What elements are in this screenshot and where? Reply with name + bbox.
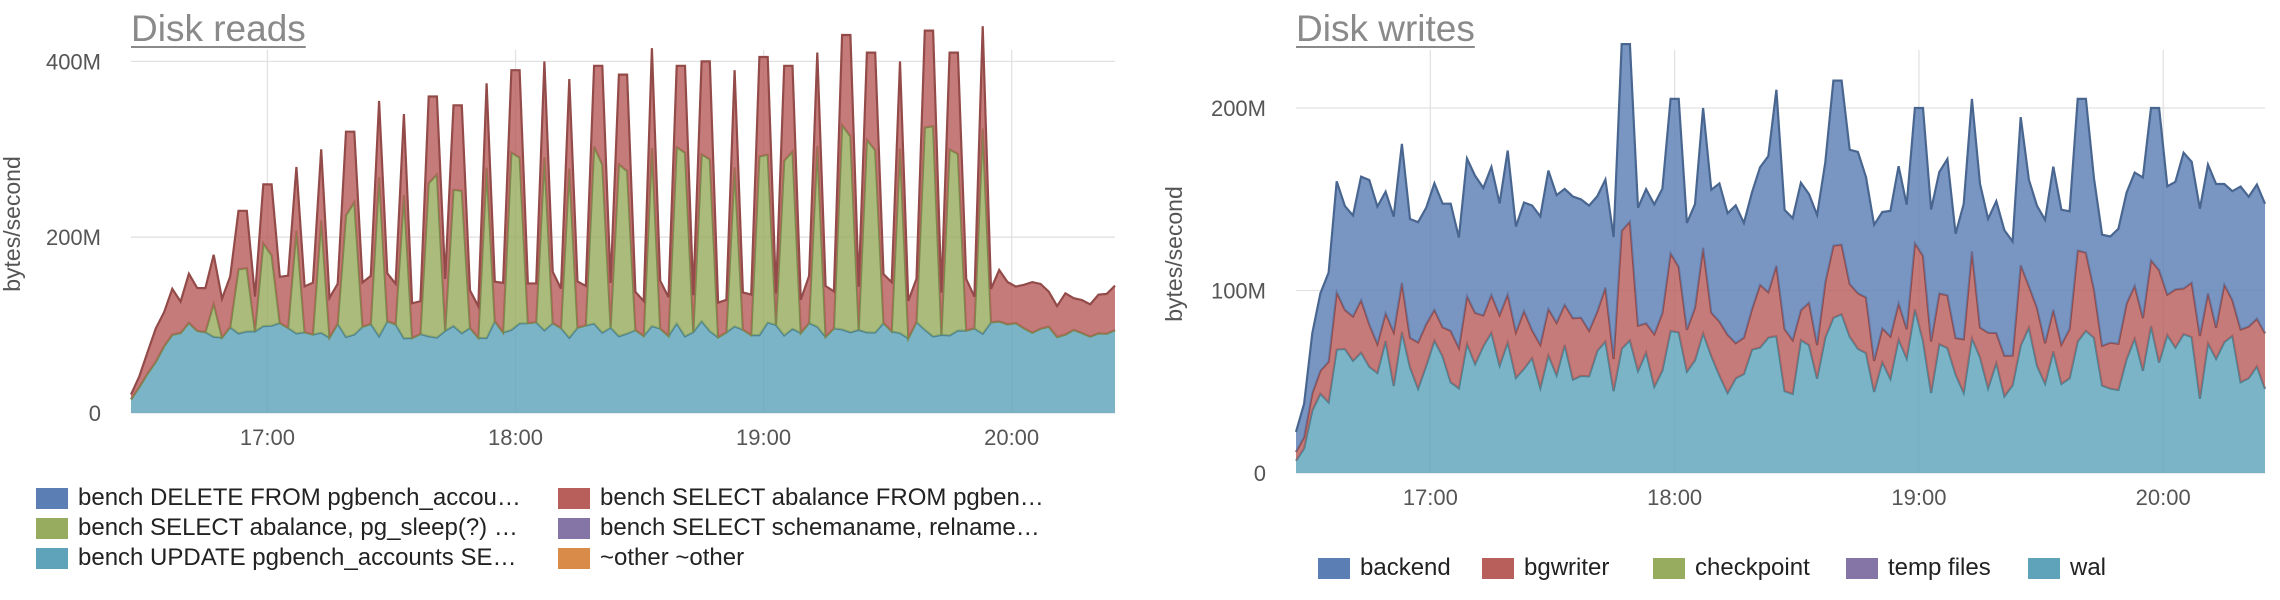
chart-title[interactable]: Disk reads [131,8,306,49]
series-area[interactable] [1296,309,2265,473]
series-area[interactable] [131,125,1115,400]
legend-swatch [1846,557,1878,579]
y-axis-label: bytes/second [1161,186,1187,322]
y-tick-label: 100M [1211,279,1266,304]
x-tick-label: 17:00 [240,425,295,450]
x-tick-label: 20:00 [984,425,1039,450]
legend-item[interactable]: bench DELETE FROM pgbench_accou… [36,484,521,512]
legend-swatch [36,517,68,539]
legend-swatch [558,547,590,569]
legend-item[interactable]: bench SELECT schemaname, relname… [558,514,1040,542]
series-area[interactable] [131,321,1115,413]
legend-item[interactable]: bench SELECT abalance, pg_sleep(?) … [36,514,518,542]
y-tick-label: 200M [46,225,101,250]
legend-swatch [1653,557,1685,579]
legend-swatch [36,547,68,569]
legend-label: bgwriter [1524,554,1610,581]
y-axis-label: bytes/second [0,156,25,292]
legend-label: bench SELECT abalance, pg_sleep(?) … [78,514,518,541]
legend-label: temp files [1888,554,1991,581]
y-tick-label: 400M [46,49,101,74]
legend-item[interactable]: bench UPDATE pgbench_accounts SE… [36,544,516,572]
x-tick-label: 18:00 [1647,485,1702,510]
legend-label: checkpoint [1695,554,1810,581]
legend-swatch [558,487,590,509]
legend-label: bench SELECT abalance FROM pgben… [600,484,1044,511]
x-tick-label: 19:00 [1891,485,1946,510]
legend-item[interactable]: temp files [1846,554,1991,582]
disk-reads-panel: Disk reads 0 200M 400M 17:00 18:00 19:00 20:00… [0,8,1116,572]
legend-swatch [2028,557,2060,579]
legend-item[interactable]: backend [1318,554,1451,582]
disk-reads-plot: 0 200M 400M 17:00 18:00 19:00 20:00 bytes/secon… [0,26,1116,450]
legend-label: bench DELETE FROM pgbench_accou… [78,484,521,511]
legend-label: wal [2070,554,2107,581]
legend-item[interactable]: bench SELECT abalance FROM pgben… [558,484,1044,512]
legend-label: backend [1360,554,1451,581]
series-area[interactable] [1296,44,2265,452]
legend-label: bench UPDATE pgbench_accounts SE… [78,544,517,571]
chart-title[interactable]: Disk writes [1296,8,1475,49]
disk-writes-panel: Disk writes 0 100M 200M 17:00 18:00 19:00 20:0… [1161,0,2280,600]
series-line [129,26,1116,396]
legend-swatch [36,487,68,509]
y-tick-label: 0 [89,401,101,426]
legend-item[interactable]: bgwriter [1482,554,1609,582]
legend-label: ~other ~other [600,544,745,571]
legend-item[interactable]: checkpoint [1653,554,1810,582]
legend-swatch [558,517,590,539]
series-area[interactable] [1296,221,2265,461]
x-tick-label: 18:00 [488,425,543,450]
legend-label: bench SELECT schemaname, relname… [600,514,1040,541]
y-tick-label: 200M [1211,96,1266,121]
x-tick-label: 19:00 [736,425,791,450]
legend-swatch [1318,557,1350,579]
x-tick-label: 17:00 [1403,485,1458,510]
disk-writes-plot: 0 100M 200M 17:00 18:00 19:00 20:00 bytes/secon… [1161,43,2267,510]
legend-item[interactable]: wal [2028,554,2106,582]
x-tick-label: 20:00 [2136,485,2191,510]
series-area[interactable] [131,26,1115,400]
legend-swatch [1482,557,1514,579]
legend-item[interactable]: ~other ~other [558,544,744,572]
y-tick-label: 0 [1254,461,1266,486]
series-line [1294,43,2267,433]
